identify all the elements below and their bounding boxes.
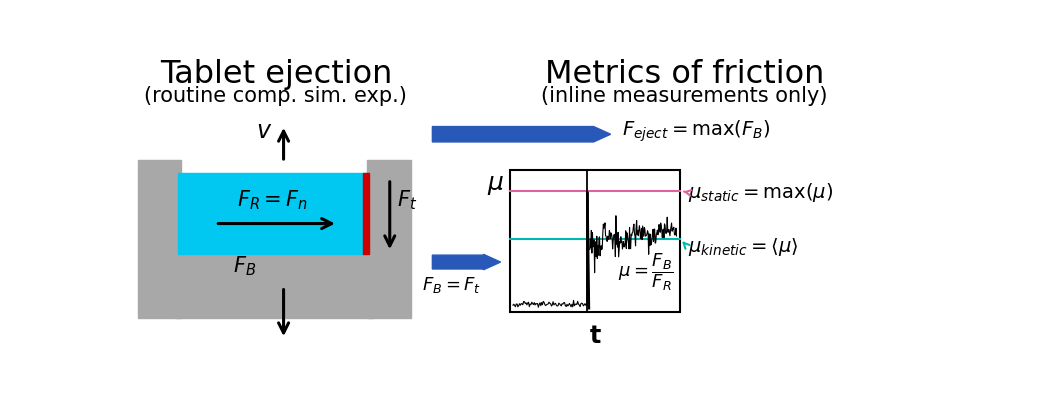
Text: $\mu$: $\mu$ <box>486 173 504 197</box>
Text: $\mathbf{t}$: $\mathbf{t}$ <box>589 324 602 348</box>
Bar <box>363 173 369 254</box>
Text: $F_t$: $F_t$ <box>398 189 417 212</box>
Text: $\mu_{static} = \mathrm{max}(\mu)$: $\mu_{static} = \mathrm{max}(\mu)$ <box>688 181 833 204</box>
Text: $v$: $v$ <box>256 119 272 143</box>
Text: $F_R = F_n$: $F_R = F_n$ <box>236 189 307 212</box>
FancyArrow shape <box>432 126 611 142</box>
Text: $\mu = \dfrac{F_B}{F_R}$: $\mu = \dfrac{F_B}{F_R}$ <box>617 251 674 293</box>
Text: $F_B$: $F_B$ <box>233 254 256 278</box>
Bar <box>137 160 180 318</box>
Text: $\mu_{kinetic} = \langle\mu\rangle$: $\mu_{kinetic} = \langle\mu\rangle$ <box>688 236 798 258</box>
Text: $F_{eject} = \mathrm{max}(F_B)$: $F_{eject} = \mathrm{max}(F_B)$ <box>623 118 770 144</box>
FancyArrow shape <box>432 254 501 270</box>
Text: (routine comp. sim. exp.): (routine comp. sim. exp.) <box>145 86 407 106</box>
Bar <box>178 173 366 254</box>
Bar <box>366 160 411 318</box>
Text: Metrics of friction: Metrics of friction <box>544 59 823 90</box>
Bar <box>175 254 373 318</box>
Text: (inline measurements only): (inline measurements only) <box>541 86 828 106</box>
Text: $F_B = F_t$: $F_B = F_t$ <box>422 275 481 295</box>
Text: Tablet ejection: Tablet ejection <box>159 59 392 90</box>
Bar <box>510 170 681 312</box>
